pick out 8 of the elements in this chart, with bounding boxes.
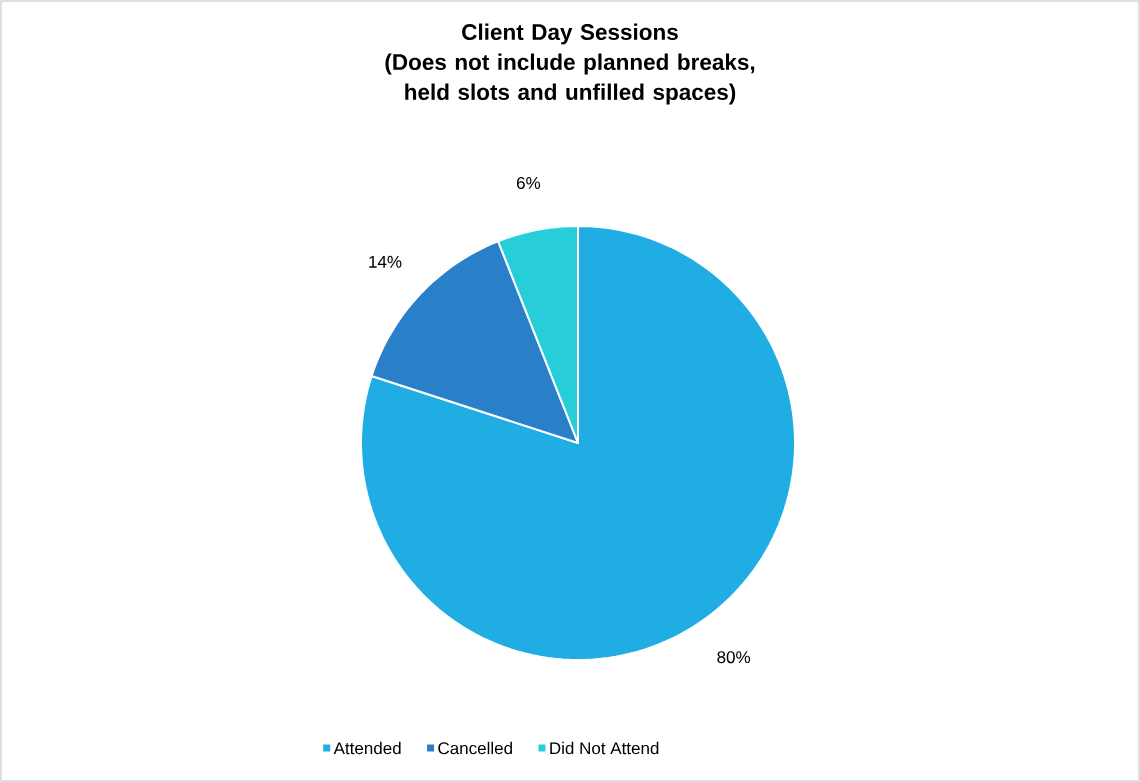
data-label: 80% (717, 651, 751, 664)
data-label: 6% (516, 176, 541, 189)
data-label: 14% (369, 255, 402, 268)
legend-label: Did Not Attend (550, 741, 659, 755)
legend-label: Cancelled (438, 741, 512, 755)
legend-label: Attended (333, 741, 401, 755)
chart-title: Client Day Sessions (462, 23, 678, 45)
chart-subtitle: (Does not include planned breaks, held slots and unfilled spaces) (385, 53, 755, 105)
